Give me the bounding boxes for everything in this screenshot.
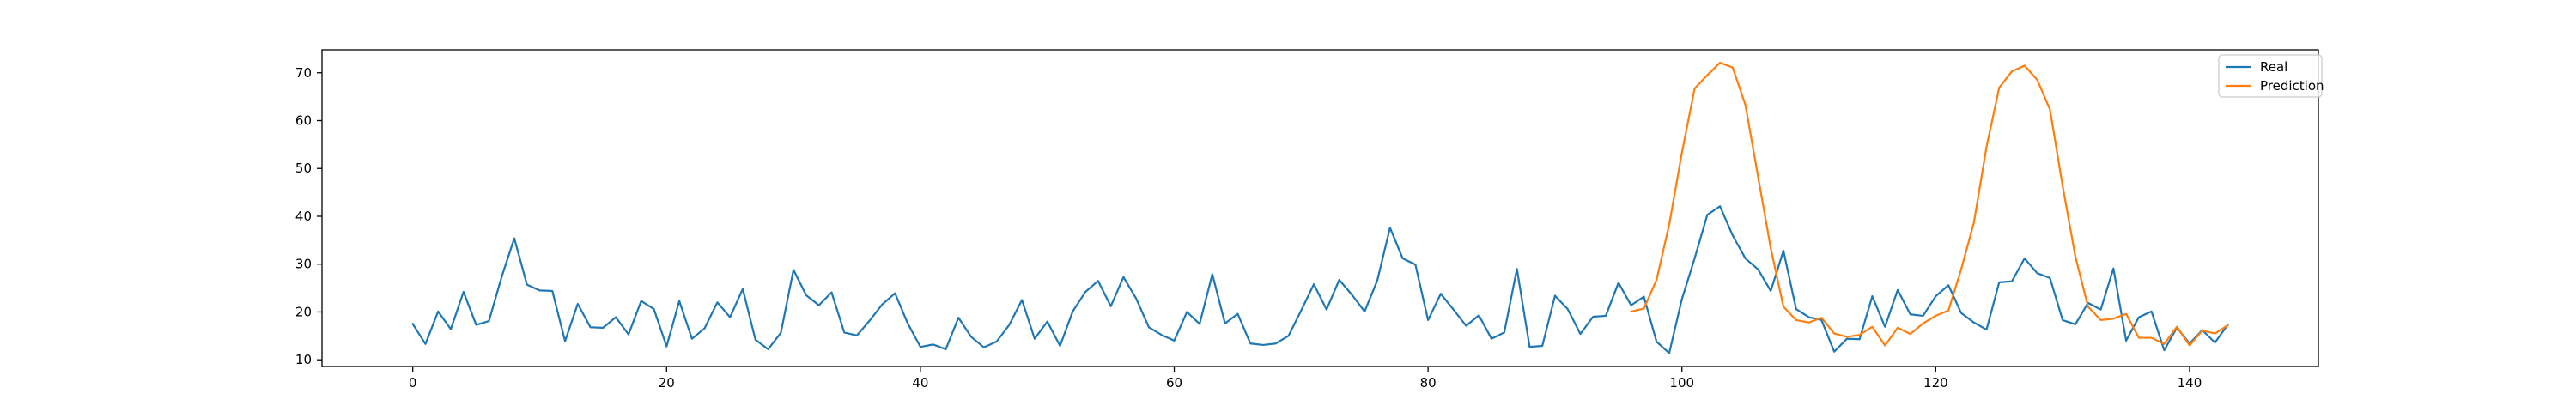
legend-label-prediction: Prediction: [2260, 78, 2324, 94]
x-tick-label: 40: [912, 375, 928, 391]
x-tick-label: 140: [2178, 375, 2202, 391]
x-tick-label: 80: [1420, 375, 1437, 391]
x-tick-label: 20: [659, 375, 675, 391]
y-tick-label: 10: [295, 352, 312, 367]
y-tick-label: 40: [295, 209, 312, 224]
axes: 0 20 40 60 80 100 120 140 10 20 30 40 50 60 70: [295, 49, 2319, 391]
x-tick-label: 60: [1166, 375, 1182, 391]
x-tick-label: 120: [1923, 375, 1948, 391]
x-tick-label: 100: [1669, 375, 1694, 391]
plot-area: [411, 61, 2229, 354]
y-tick-label: 20: [295, 304, 312, 319]
y-tick-label: 60: [295, 112, 312, 128]
series-line-prediction: [1630, 61, 2229, 347]
x-tick-label: 0: [409, 375, 417, 391]
series-line-real: [411, 205, 2229, 354]
axes-frame: [321, 49, 2319, 367]
legend: Real Prediction: [2218, 54, 2324, 98]
legend-label-real: Real: [2260, 59, 2287, 75]
y-tick-label: 30: [295, 257, 312, 272]
y-tick-label: 70: [295, 65, 312, 81]
y-tick-label: 50: [295, 161, 312, 176]
